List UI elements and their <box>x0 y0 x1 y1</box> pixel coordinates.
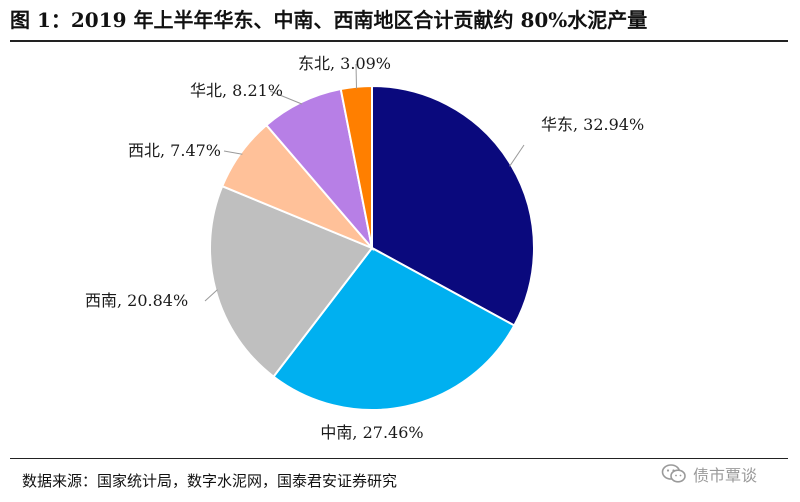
slice-label-0: 华东, 32.94% <box>541 115 644 134</box>
footer-divider <box>10 458 788 459</box>
watermark-text: 债市覃谈 <box>693 466 758 485</box>
leader-line-0 <box>509 144 525 167</box>
data-source-note: 数据来源：国家统计局，数字水泥网，国泰君安证券研究 <box>22 472 398 490</box>
wechat-icon <box>661 464 686 483</box>
title-divider <box>10 40 788 42</box>
slice-label-1: 中南, 27.46% <box>320 423 423 442</box>
pie-slice-2 <box>209 184 374 379</box>
wechat-watermark: 债市覃谈 <box>661 461 757 487</box>
pie-slice-1 <box>272 246 516 411</box>
leader-line-4 <box>269 90 303 105</box>
slice-label-5: 东北, 3.09% <box>298 54 391 73</box>
slice-label-2: 西南, 20.84% <box>85 291 188 310</box>
slice-label-4: 华北, 8.21% <box>190 81 283 100</box>
pie-slice-0 <box>371 84 535 327</box>
leader-line-3 <box>223 150 243 155</box>
leader-line-5 <box>355 63 357 89</box>
chart-title: 图 1：2019 年上半年华东、中南、西南地区合计贡献约 80%水泥产量 <box>10 8 648 32</box>
slice-label-3: 西北, 7.47% <box>128 141 221 160</box>
leader-line-2 <box>204 289 218 302</box>
